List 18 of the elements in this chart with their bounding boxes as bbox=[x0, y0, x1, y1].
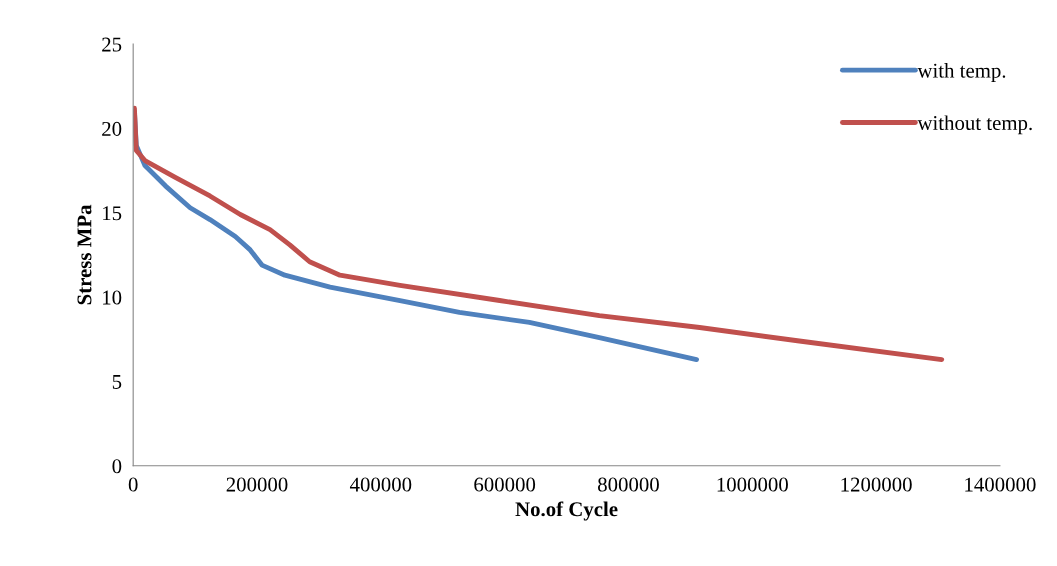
x-tick-label: 1400000 bbox=[965, 477, 1036, 492]
x-tick-label: 0 bbox=[128, 477, 138, 492]
y-tick-label: 15 bbox=[103, 206, 122, 221]
y-tick-label: 25 bbox=[102, 37, 122, 52]
x-axis-title: No.of Cycle bbox=[515, 501, 618, 521]
x-tick-label: 600000 bbox=[474, 477, 536, 492]
x-tick-label: 800000 bbox=[598, 477, 659, 492]
legend-label: with temp. bbox=[917, 63, 1006, 82]
y-axis-title: Stress MPa bbox=[77, 204, 92, 305]
y-tick-label: 0 bbox=[112, 459, 122, 474]
x-tick-label: 1000000 bbox=[717, 477, 788, 492]
y-tick-label: 5 bbox=[112, 375, 122, 389]
x-tick-label: 400000 bbox=[349, 477, 412, 492]
legend-label: without temp. bbox=[917, 115, 1032, 135]
x-tick-label: 1200000 bbox=[841, 477, 912, 492]
y-tick-label: 20 bbox=[102, 121, 122, 136]
x-tick-label: 200000 bbox=[226, 477, 288, 492]
y-tick-label: 10 bbox=[103, 290, 122, 305]
